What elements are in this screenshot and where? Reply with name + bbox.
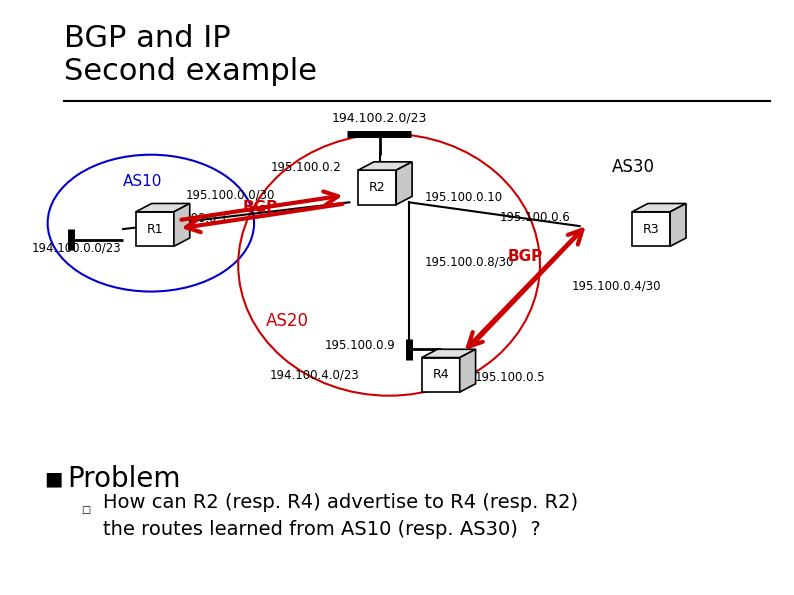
Polygon shape	[136, 203, 190, 212]
Polygon shape	[632, 212, 670, 246]
Text: BGP and IP
Second example: BGP and IP Second example	[64, 24, 317, 86]
Text: R2: R2	[369, 181, 385, 194]
Text: R3: R3	[643, 223, 659, 236]
Text: ■: ■	[44, 469, 63, 488]
Text: 195.100.0.9: 195.100.0.9	[325, 339, 395, 352]
Text: 195.100.0.8/30: 195.100.0.8/30	[425, 255, 515, 268]
Text: 195.100.0.2: 195.100.0.2	[271, 161, 341, 174]
Text: 194.100.0.0/23: 194.100.0.0/23	[32, 242, 121, 255]
Text: BGP: BGP	[508, 249, 543, 264]
Polygon shape	[358, 162, 412, 170]
Polygon shape	[460, 349, 476, 392]
Text: □: □	[81, 505, 91, 515]
Polygon shape	[632, 203, 686, 212]
Text: 195.100.0.6: 195.100.0.6	[499, 211, 570, 224]
Text: 195.100.0.5: 195.100.0.5	[475, 371, 545, 384]
Text: AS20: AS20	[266, 312, 309, 330]
Text: 195.100.0.10: 195.100.0.10	[425, 191, 503, 204]
Polygon shape	[358, 170, 396, 205]
Polygon shape	[422, 349, 476, 358]
Polygon shape	[422, 358, 460, 392]
Text: R4: R4	[433, 368, 449, 381]
Text: R1: R1	[147, 223, 163, 236]
Text: Problem: Problem	[67, 465, 181, 493]
Polygon shape	[136, 212, 174, 246]
Text: How can R2 (resp. R4) advertise to R4 (resp. R2)
the routes learned from AS10 (r: How can R2 (resp. R4) advertise to R4 (r…	[103, 493, 578, 538]
Text: 194.100.4.0/23: 194.100.4.0/23	[270, 368, 360, 381]
Polygon shape	[670, 203, 686, 246]
Text: AS30: AS30	[611, 158, 654, 176]
Polygon shape	[174, 203, 190, 246]
Text: 194.100.2.0/23: 194.100.2.0/23	[332, 111, 427, 124]
Text: AS10: AS10	[123, 174, 163, 189]
Text: 195.100.0.4/30: 195.100.0.4/30	[572, 279, 661, 292]
Polygon shape	[396, 162, 412, 205]
Text: BGP: BGP	[243, 201, 278, 215]
Text: 195.100.0.0/30: 195.100.0.0/30	[186, 189, 275, 202]
Text: 195.100.0.1: 195.100.0.1	[157, 212, 228, 226]
